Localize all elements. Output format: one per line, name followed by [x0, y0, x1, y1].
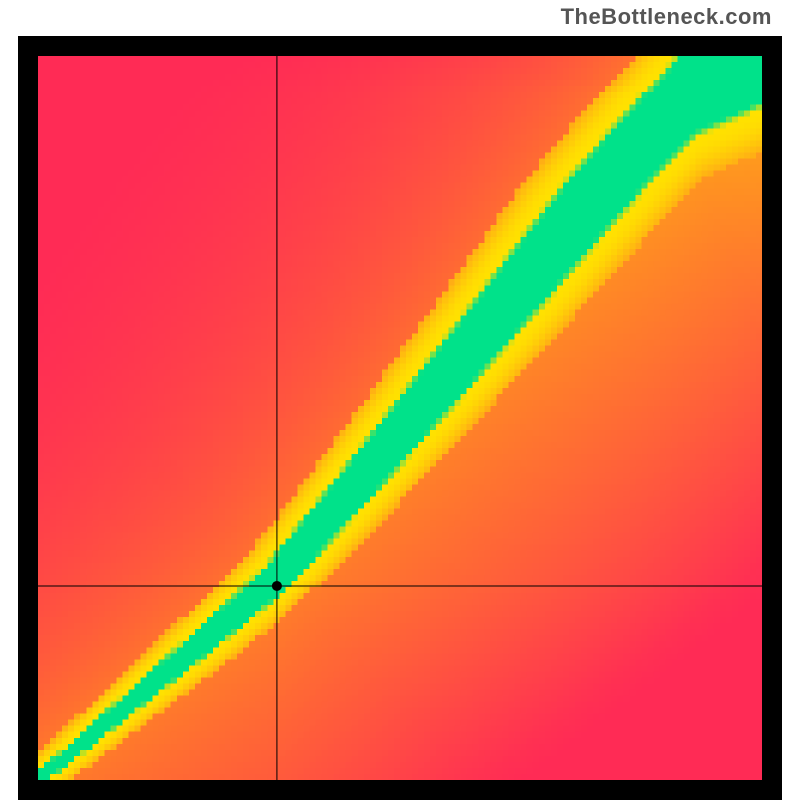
heatmap-canvas [18, 36, 782, 800]
bottleneck-heatmap [18, 36, 782, 800]
attribution-text: TheBottleneck.com [561, 4, 772, 30]
